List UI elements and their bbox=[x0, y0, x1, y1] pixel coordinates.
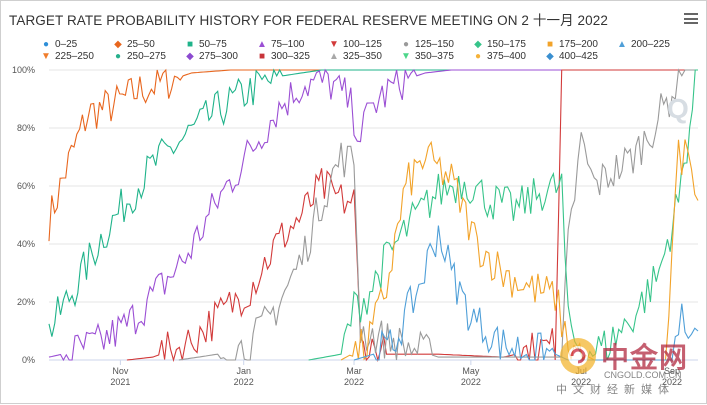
legend-label: 150–175 bbox=[487, 39, 526, 50]
cngold-watermark: 中金网 CNGOLD.COM.CN 中文财经新媒体 bbox=[556, 336, 706, 401]
legend-item-2[interactable]: ■ 50–75 bbox=[185, 39, 227, 50]
legend-item-12[interactable]: ■ 300–325 bbox=[257, 51, 310, 62]
legend-label: 325–350 bbox=[343, 51, 382, 62]
x-tick-year: 2022 bbox=[662, 377, 682, 387]
x-tick-year: 2022 bbox=[344, 377, 364, 387]
legend-marker-icon: ▼ bbox=[401, 51, 411, 62]
watermark-tagline: 中文财经新媒体 bbox=[556, 384, 675, 396]
legend-label: 250–275 bbox=[127, 51, 166, 62]
x-tick-month: Jan bbox=[236, 366, 251, 376]
legend-label: 275–300 bbox=[199, 51, 238, 62]
legend-label: 350–375 bbox=[415, 51, 454, 62]
y-tick-label: 80% bbox=[17, 123, 35, 133]
series-line-2 bbox=[48, 68, 698, 337]
legend-item-9[interactable]: ▼ 225–250 bbox=[41, 51, 94, 62]
legend-item-0[interactable]: ● 0–25 bbox=[41, 39, 77, 50]
x-tick-month: Nov bbox=[112, 366, 129, 376]
legend-label: 225–250 bbox=[55, 51, 94, 62]
legend-marker-icon: ● bbox=[474, 51, 482, 62]
legend-item-6[interactable]: ◆ 150–175 bbox=[473, 39, 526, 50]
legend-marker-icon: ◆ bbox=[474, 39, 482, 50]
legend-item-3[interactable]: ▲ 75–100 bbox=[257, 39, 304, 50]
legend-item-11[interactable]: ◆ 275–300 bbox=[185, 51, 238, 62]
legend-marker-icon: ◆ bbox=[114, 39, 122, 50]
legend-item-15[interactable]: ● 375–400 bbox=[473, 51, 526, 62]
watermark-brand: 中金网 bbox=[601, 341, 689, 374]
legend-item-14[interactable]: ▼ 350–375 bbox=[401, 51, 454, 62]
chart-title: TARGET RATE PROBABILITY HISTORY FOR FEDE… bbox=[9, 13, 608, 28]
x-tick-year: 2021 bbox=[110, 377, 130, 387]
legend-marker-icon: ■ bbox=[186, 39, 194, 50]
legend-item-16[interactable]: ◆ 400–425 bbox=[545, 51, 598, 62]
hamburger-menu-icon[interactable] bbox=[684, 13, 698, 24]
watermark-site: CNGOLD.COM.CN bbox=[604, 370, 682, 380]
legend-marker-icon: ▼ bbox=[41, 51, 51, 62]
legend-item-5[interactable]: ● 125–150 bbox=[401, 39, 454, 50]
legend-marker-icon: ▲ bbox=[617, 39, 627, 50]
x-tick-year: 2022 bbox=[234, 377, 254, 387]
legend-item-10[interactable]: ● 250–275 bbox=[113, 51, 166, 62]
y-tick-label: 60% bbox=[17, 181, 35, 191]
legend-label: 75–100 bbox=[271, 39, 305, 50]
x-tick-month: Sep bbox=[664, 366, 680, 376]
series-line-8 bbox=[353, 225, 699, 361]
legend-marker-icon: ● bbox=[42, 39, 50, 50]
series-line-1 bbox=[48, 68, 698, 242]
legend-label: 175–200 bbox=[559, 39, 598, 50]
legend-marker-icon: ● bbox=[402, 39, 410, 50]
legend-marker-icon: ■ bbox=[546, 39, 554, 50]
legend-marker-icon: ◆ bbox=[186, 51, 194, 62]
legend-item-7[interactable]: ■ 175–200 bbox=[545, 39, 598, 50]
x-tick-year: 2022 bbox=[571, 377, 591, 387]
legend-label: 25–50 bbox=[127, 39, 155, 50]
y-tick-label: 0% bbox=[22, 355, 35, 365]
legend-item-4[interactable]: ▼ 100–125 bbox=[329, 39, 382, 50]
y-tick-label: 20% bbox=[17, 297, 35, 307]
legend-item-13[interactable]: ▲ 325–350 bbox=[329, 51, 382, 62]
legend-label: 125–150 bbox=[415, 39, 454, 50]
legend-label: 400–425 bbox=[559, 51, 598, 62]
series-line-6 bbox=[308, 69, 698, 361]
y-tick-label: 100% bbox=[12, 65, 35, 75]
series-line-7 bbox=[340, 139, 699, 362]
legend-marker-icon: ● bbox=[114, 51, 122, 62]
legend-marker-icon: ▲ bbox=[257, 39, 267, 50]
series-line-5 bbox=[178, 68, 698, 361]
legend-label: 100–125 bbox=[343, 39, 382, 50]
corner-watermark: Q bbox=[667, 93, 689, 124]
x-tick-year: 2022 bbox=[461, 377, 481, 387]
legend-label: 300–325 bbox=[271, 51, 310, 62]
legend-label: 50–75 bbox=[199, 39, 227, 50]
y-tick-label: 40% bbox=[17, 239, 35, 249]
legend-marker-icon: ◆ bbox=[546, 51, 554, 62]
cngold-logo-icon bbox=[560, 338, 596, 374]
legend-marker-icon: ■ bbox=[258, 51, 266, 62]
legend-marker-icon: ▼ bbox=[329, 39, 339, 50]
legend-label: 375–400 bbox=[487, 51, 526, 62]
legend-item-1[interactable]: ◆ 25–50 bbox=[113, 39, 155, 50]
legend-label: 200–225 bbox=[631, 39, 670, 50]
x-tick-month: Mar bbox=[346, 366, 362, 376]
legend-label: 0–25 bbox=[55, 39, 78, 50]
legend-marker-icon: ▲ bbox=[329, 51, 339, 62]
legend-item-8[interactable]: ▲ 200–225 bbox=[617, 39, 670, 50]
x-tick-month: May bbox=[462, 366, 480, 376]
